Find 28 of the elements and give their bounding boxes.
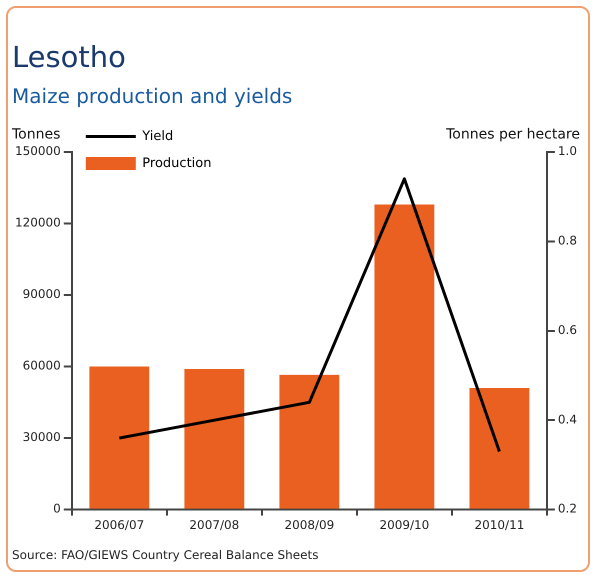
y-axis-title: Tonnes [11,126,60,143]
y2-axis-title: Tonnes per hectare [445,126,580,143]
x-tick-label: 2009/10 [379,518,430,532]
y2-tick-label: 0.8 [558,234,578,248]
legend-label: Production [142,156,212,171]
y2-tick-label: 1.0 [558,144,578,158]
y-tick-label: 30000 [22,430,61,444]
x-tick-label: 2007/08 [189,518,240,532]
chart-subtitle: Maize production and yields [12,84,292,108]
source-note: Source: FAO/GIEWS Country Cereal Balance Sheets [12,548,318,562]
y2-tick-label: 0.4 [558,412,578,426]
bar [279,374,340,509]
x-tick-label: 2010/11 [474,518,524,532]
y-tick-label: 0 [53,502,61,516]
chart-title: Lesotho [12,40,126,74]
bar [374,204,434,509]
bar [184,368,244,509]
legend-label: Yield [141,128,174,144]
y-tick-label: 120000 [14,216,61,230]
y-tick-label: 60000 [22,358,61,373]
y-tick-label: 150000 [14,144,61,158]
x-tick-label: 2006/07 [94,518,144,532]
bar [469,388,530,509]
y-tick-label: 90000 [22,287,61,302]
x-tick-label: 2008/09 [284,518,334,532]
bar [89,366,150,509]
y2-tick-label: 0.6 [558,322,578,337]
y2-tick-label: 0.2 [558,502,578,516]
